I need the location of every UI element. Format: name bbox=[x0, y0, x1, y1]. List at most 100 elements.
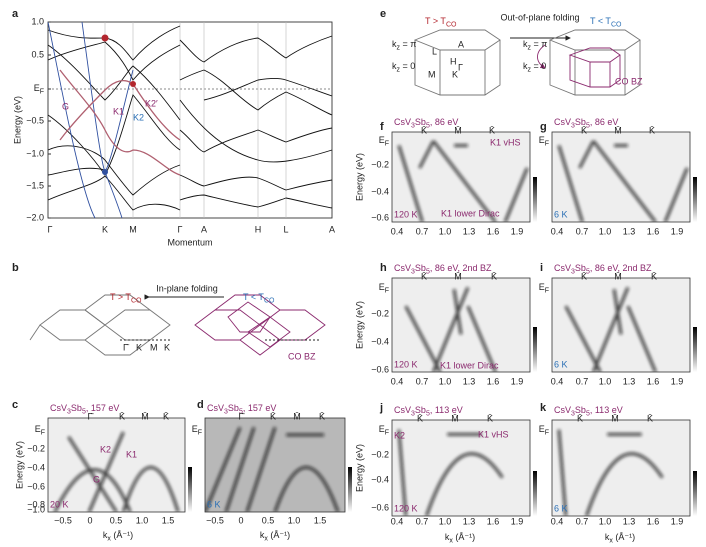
x-tick-label: 0 bbox=[238, 515, 243, 525]
subscript: CO bbox=[131, 297, 142, 304]
bz-point: K̄ bbox=[581, 271, 587, 281]
subscript: F bbox=[545, 287, 549, 294]
annotation: G bbox=[93, 474, 100, 484]
bz-point: H bbox=[450, 56, 457, 66]
y-tick-label: EF bbox=[379, 424, 389, 436]
subscript: 3 bbox=[67, 408, 71, 415]
band bbox=[273, 466, 340, 512]
subscript: 5 bbox=[426, 410, 430, 417]
colorbar bbox=[533, 177, 537, 222]
annotation: K1 vHS bbox=[478, 429, 509, 439]
bands bbox=[404, 286, 497, 372]
arpes-image bbox=[392, 278, 530, 372]
text-part: , 113 eV bbox=[430, 405, 463, 415]
x-tick-label: 1.0 bbox=[599, 376, 612, 386]
text-part: , 157 eV bbox=[86, 403, 120, 413]
band bbox=[578, 140, 595, 169]
x-tick-label: 1.3 bbox=[623, 516, 636, 526]
x-tick-label: 1.0 bbox=[439, 376, 452, 386]
band bbox=[564, 305, 602, 372]
text-part: CsV bbox=[394, 263, 411, 273]
colorbar bbox=[533, 471, 537, 516]
subscript: 5 bbox=[82, 408, 86, 415]
annotation: K2 bbox=[100, 444, 111, 454]
text-part: , 113 eV bbox=[590, 405, 623, 415]
panel-title: CsV3Sb5, 157 eV bbox=[50, 403, 119, 415]
band bbox=[466, 305, 497, 372]
x-tick-label: 0.4 bbox=[551, 516, 564, 526]
x-tick-label: 1.5 bbox=[314, 515, 327, 525]
subscript: F bbox=[385, 287, 389, 294]
band bbox=[557, 429, 568, 516]
bz-point: M bbox=[150, 342, 158, 352]
annotation: K2 bbox=[394, 430, 405, 440]
panel-title: CsV3Sb5, 157 eV bbox=[207, 403, 276, 415]
text-part: (Å⁻¹) bbox=[613, 532, 635, 542]
panel-label: g bbox=[540, 121, 547, 133]
x-tick-label: 1.6 bbox=[487, 516, 500, 526]
y-axis-label: Energy (eV) bbox=[354, 444, 364, 492]
subscript: x bbox=[449, 537, 453, 544]
subscript: 5 bbox=[239, 408, 243, 415]
band bbox=[245, 426, 277, 512]
arpes-image bbox=[205, 418, 345, 512]
text-part: CsV bbox=[50, 403, 67, 413]
text-part: k bbox=[392, 61, 397, 71]
bz-point: K bbox=[136, 342, 142, 352]
x-tick-label: 0 bbox=[87, 515, 92, 525]
x-tick-label: 1.9 bbox=[511, 376, 524, 386]
y-tick-label: −0.6 bbox=[27, 481, 45, 491]
band bbox=[53, 468, 132, 512]
y-tick-label: −1.5 bbox=[26, 180, 44, 190]
text-part: E bbox=[379, 135, 385, 145]
y-tick-label: 0.5 bbox=[31, 49, 44, 59]
band bbox=[224, 426, 256, 512]
y-tick-label: −0.4 bbox=[371, 474, 389, 484]
band bbox=[121, 465, 180, 512]
bz-point: K̄ bbox=[417, 413, 423, 423]
panel-label: e bbox=[380, 8, 386, 20]
text-part: (Å⁻¹) bbox=[453, 532, 475, 542]
arpes-image bbox=[552, 278, 690, 372]
subscript: F bbox=[545, 140, 549, 147]
text-part: = 0 bbox=[531, 61, 546, 71]
text-part: Sb bbox=[415, 117, 426, 127]
bz-point: Γ̄ bbox=[123, 342, 130, 352]
band bbox=[557, 145, 584, 222]
kz-plane: kz = 0 bbox=[523, 61, 546, 73]
bz-point: M̄ bbox=[614, 125, 622, 135]
y-tick-label: −0.2 bbox=[371, 308, 389, 318]
bands bbox=[397, 140, 529, 222]
x-tick-label: 1.9 bbox=[511, 516, 524, 526]
band bbox=[67, 435, 118, 512]
text-part: (Å⁻¹) bbox=[111, 530, 133, 540]
bz-point: K̄ bbox=[319, 411, 325, 421]
bands bbox=[53, 431, 180, 512]
x-tick-label: A bbox=[329, 224, 335, 234]
image-bg bbox=[552, 420, 690, 516]
y-tick-label: −0.4 bbox=[371, 186, 389, 196]
bz-point: K bbox=[452, 69, 458, 79]
x-tick-label: −0.5 bbox=[206, 515, 224, 525]
text-part: Sb bbox=[575, 263, 586, 273]
text-part: k bbox=[392, 39, 397, 49]
x-tick-label: 0.7 bbox=[576, 226, 589, 236]
colorbar bbox=[188, 467, 192, 512]
subscript: 5 bbox=[586, 410, 590, 417]
x-tick-label: 1.3 bbox=[623, 226, 636, 236]
x-tick-label: 1.0 bbox=[439, 226, 452, 236]
co-label: CO BZ bbox=[615, 76, 643, 86]
colorbar bbox=[348, 467, 352, 512]
condition: T < TCO bbox=[243, 292, 275, 304]
panel-label: b bbox=[12, 262, 19, 274]
x-tick-label: Γ bbox=[178, 224, 183, 234]
x-tick-label: H bbox=[255, 224, 262, 234]
subscript: z bbox=[528, 44, 532, 51]
text-part: Sb bbox=[575, 405, 586, 415]
x-tick-label: Γ bbox=[48, 224, 53, 234]
subscript: 5 bbox=[586, 122, 590, 129]
bz-point: K̄ bbox=[421, 271, 427, 281]
y-tick-label: −2.0 bbox=[26, 212, 44, 222]
text-part: E bbox=[192, 424, 198, 434]
subscript: F bbox=[385, 429, 389, 436]
